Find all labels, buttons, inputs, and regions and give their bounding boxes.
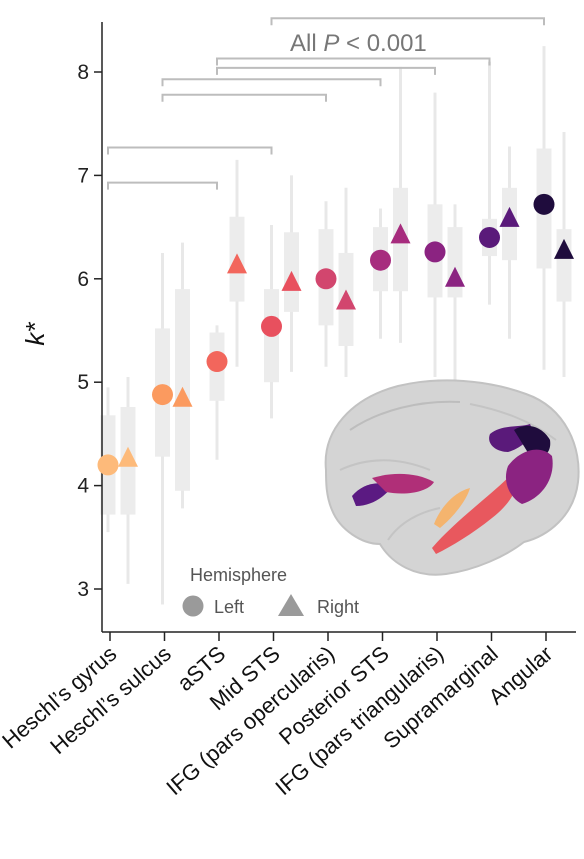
data-point-right [390,223,411,244]
legend-title: Hemisphere [190,565,287,585]
legend-left-marker [182,595,204,617]
data-point-right [227,253,247,274]
data-point-right [499,206,520,227]
data-point-left [261,315,282,337]
y-axis-label: k* [20,322,50,346]
legend-right-marker [278,594,304,616]
data-point-left [97,454,119,476]
y-tick-label: 8 [77,61,89,84]
data-point-left [315,268,337,290]
y-tick-label: 4 [77,475,89,498]
significance-label-p: P [323,30,339,57]
significance-bracket [270,17,545,26]
y-tick-label: 3 [77,578,89,601]
data-point-left [370,249,391,271]
data-point-left [152,384,173,406]
y-tick-label: 7 [77,164,89,187]
data-point-right [445,266,465,287]
significance-bracket [107,146,273,155]
data-point-right [554,238,574,259]
brain-inset-icon [324,379,580,576]
significance-bracket [161,78,382,87]
legend: Hemisphere Left Right [182,565,359,617]
data-point-right [118,446,138,467]
significance-brackets [107,17,545,190]
y-axis: 3 4 5 6 7 8 [77,22,103,632]
data-point-right [336,289,356,310]
data-point-left [424,241,446,263]
legend-left-label: Left [214,597,244,617]
significance-label-prefix: All [290,30,323,57]
data-point-left [533,193,555,215]
data-point-right [172,386,193,407]
significance-bracket [216,57,491,66]
data-point-left [206,351,228,373]
y-tick-label: 6 [77,268,89,291]
legend-right-label: Right [317,597,359,617]
points [97,193,574,476]
y-tick-label: 5 [77,371,89,394]
box [447,227,463,298]
significance-label-suffix: < 0.001 [339,30,426,57]
significance-bracket [216,66,436,75]
data-point-left [479,226,500,248]
significance-bracket [161,93,327,102]
significance-label: All P < 0.001 [290,30,427,57]
data-point-right [281,270,302,291]
significance-bracket [107,181,218,190]
